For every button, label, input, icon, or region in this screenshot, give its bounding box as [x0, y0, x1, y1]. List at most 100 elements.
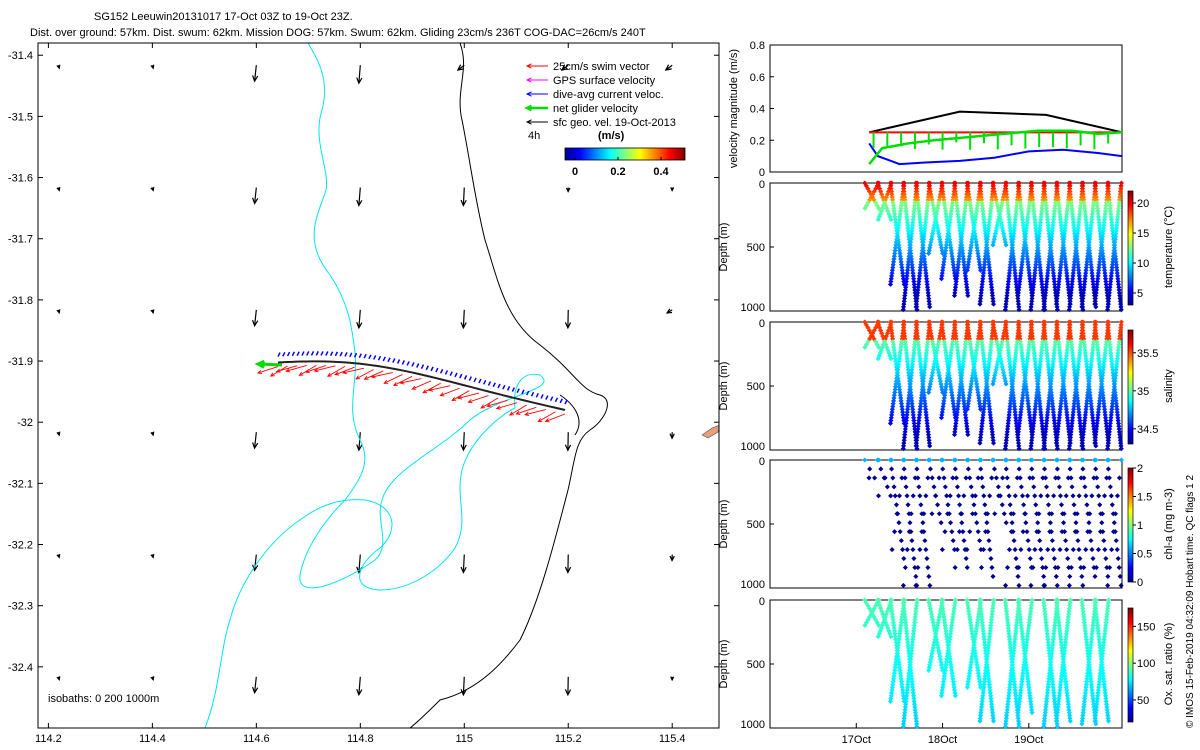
- dac-vector: [406, 361, 410, 366]
- dac-vector: [368, 354, 372, 360]
- depth-tick-label: 500: [747, 242, 765, 254]
- geo-velocity-arrow: [356, 309, 363, 330]
- depth-tick-label: 1000: [741, 719, 765, 731]
- dac-vector: [492, 382, 496, 388]
- depth-tick-label: 500: [747, 659, 765, 671]
- dac-vector: [526, 390, 530, 396]
- depth-axis-label: Depth (m): [718, 640, 730, 689]
- glider-track-line: [277, 360, 566, 411]
- dac-vector: [353, 352, 358, 358]
- dac-vector: [296, 351, 300, 357]
- glider-track: [254, 351, 568, 423]
- profile-panel-3: 0 500 1000 Depth (m) 0 0.5 1 1.5 2 chl-a (mg m-3): [718, 456, 1175, 591]
- legend-gps-label: GPS surface velocity: [553, 75, 656, 87]
- dac-vector: [301, 351, 305, 356]
- dac-vector: [487, 381, 492, 386]
- swim-vector-arrow: [467, 395, 489, 404]
- geo-velocity-arrow: [356, 432, 363, 452]
- dac-vector: [564, 399, 568, 405]
- swim-vector-arrow: [269, 365, 288, 377]
- dac-vector: [506, 386, 511, 391]
- dac-vector: [286, 351, 291, 357]
- swim-vector-arrow: [428, 385, 451, 392]
- dac-vector: [449, 371, 453, 376]
- legend-geo-label: sfc geo. vel. 19-Oct-2013: [553, 117, 676, 129]
- colorbar-tick-label: 20: [1137, 198, 1149, 210]
- map-y-tick-label: -32.1: [8, 478, 33, 490]
- speed-colorbar-tick-label: 0.2: [610, 166, 625, 178]
- colorbar-tick-label: 2: [1137, 463, 1143, 475]
- swim-vector-arrow: [326, 366, 346, 377]
- speed-colorbar-tick-label: 0: [572, 166, 578, 178]
- colorbar-tick-label: 1: [1137, 520, 1143, 532]
- colorbar-tick-label: 35.5: [1137, 348, 1158, 360]
- profile-colorbar: [1127, 329, 1134, 445]
- depth-axis-label: Depth (m): [718, 362, 730, 411]
- colorbar-label: Ox. sat. ratio (%): [1163, 623, 1175, 706]
- legend-swim-label: 25cm/s swim vector: [553, 61, 650, 73]
- velocity-series-dac: [868, 142, 1123, 166]
- swim-vector-arrow: [363, 370, 384, 380]
- geo-velocity-arrow: [150, 186, 155, 192]
- depth-tick-label: 500: [747, 381, 765, 393]
- dac-vector: [454, 372, 458, 378]
- dac-vector: [463, 375, 468, 380]
- dac-vector: [549, 396, 554, 402]
- dac-vector: [320, 351, 324, 356]
- geo-velocity-arrow: [670, 676, 675, 682]
- geo-velocity-arrow: [460, 676, 467, 697]
- imos-credit: © IMOS 15-Feb-2019 04:32:09 Hobart time.…: [1185, 475, 1196, 728]
- dac-vector: [387, 357, 391, 363]
- geo-velocity-arrow: [150, 64, 155, 70]
- geo-velocity-arrow: [669, 432, 675, 440]
- depth-tick-label: 1000: [741, 302, 765, 314]
- dac-vector: [334, 351, 339, 357]
- swim-vector-arrow: [480, 397, 499, 409]
- dac-vector: [459, 373, 463, 379]
- dac-vector: [329, 351, 334, 356]
- dac-vector: [420, 364, 425, 369]
- map-y-tick-label: -31.6: [8, 173, 33, 185]
- map-x-tick-label: 115: [456, 733, 474, 745]
- time-x-ticks: 17Oct 18Oct 19Oct: [842, 723, 1044, 746]
- colorbar-tick-label: 35: [1137, 386, 1149, 398]
- geo-velocity-arrow: [565, 187, 571, 193]
- geo-velocity-arrow: [564, 309, 572, 330]
- swim-vector-arrow: [544, 413, 566, 423]
- profile-panel-2: 0 500 1000 Depth (m) 34.5 35 35.5 salinity: [718, 318, 1175, 453]
- swim-vector-arrow: [383, 374, 403, 384]
- dac-vector: [545, 395, 549, 400]
- legend-units: (m/s): [598, 130, 625, 142]
- legend-net-label: net glider velocity: [553, 103, 638, 115]
- map-frame: [37, 42, 720, 729]
- geo-velocity-arrow: [56, 676, 61, 682]
- map-y-tick-label: -32.3: [8, 601, 33, 613]
- dac-vector: [483, 379, 487, 385]
- velocity-series-geo: [868, 110, 1123, 134]
- depth-tick-label: 0: [759, 179, 765, 191]
- island-shape: [701, 425, 719, 439]
- map-y-tick-label: -32: [17, 417, 33, 429]
- dac-vector: [377, 355, 382, 361]
- velocity-y-tick-label: 0.2: [750, 135, 765, 147]
- depth-axis-label: Depth (m): [718, 500, 730, 549]
- colorbar-label: salinity: [1163, 369, 1175, 403]
- swim-vector-arrow: [313, 365, 336, 373]
- geo-velocity-arrow: [252, 554, 259, 572]
- depth-tick-label: 1000: [741, 579, 765, 591]
- depth-tick-label: 500: [747, 519, 765, 531]
- legend-swim-arrow: [525, 63, 548, 69]
- title-line-2: Dist. over ground: 57km. Dist. swum: 62k…: [30, 27, 646, 39]
- swim-vector-arrow: [508, 404, 527, 416]
- colorbar-label: chl-a (mg m-3): [1163, 488, 1175, 560]
- swim-vector-arrow: [515, 406, 537, 415]
- dac-vector: [372, 355, 377, 360]
- dac-vector: [315, 351, 319, 356]
- colorbar-tick-label: 5: [1137, 288, 1143, 300]
- isobath-1000m: [409, 43, 608, 728]
- dac-vector: [435, 367, 439, 373]
- map-x-tick-label: 115.4: [659, 733, 686, 745]
- swim-vector-arrow: [524, 409, 546, 416]
- dac-vector: [358, 353, 362, 359]
